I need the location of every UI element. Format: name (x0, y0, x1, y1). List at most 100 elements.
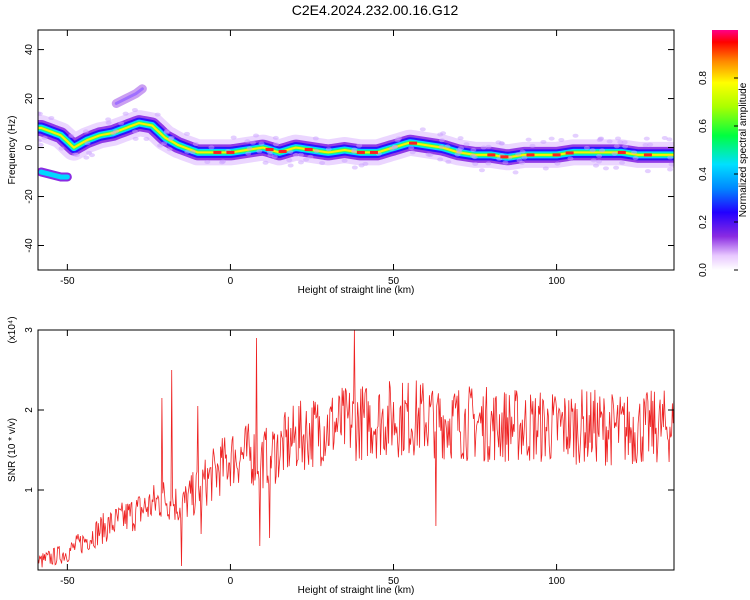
snr-frame (37, 329, 675, 571)
spectral-noise-blob (642, 143, 649, 148)
spectral-noise-blob (230, 135, 237, 140)
snr-y-multiplier: (x10⁴) (7, 316, 18, 343)
secondary-component-core (38, 169, 70, 180)
spectral-noise-blob (444, 144, 451, 149)
spectrogram-x-ticks: -50 0 50 100 (60, 30, 565, 287)
spectral-noise-blob (273, 142, 280, 147)
spectral-noise-blob (529, 143, 536, 148)
spectrogram-panel: -50 0 50 100 -40 -20 0 20 40 Height of straight… (7, 29, 675, 296)
spectral-noise-blob (48, 116, 55, 121)
colorbar-tick-label: 0.8 (698, 71, 709, 85)
spectral-noise-blob (272, 135, 279, 140)
spectral-noise-blob (38, 111, 43, 116)
spectral-noise-blob (621, 140, 628, 145)
spectral-noise-blob (409, 150, 416, 155)
spectral-noise-blob (244, 139, 251, 144)
spectral-noise-blob (118, 121, 125, 126)
spectral-noise-blob (515, 152, 522, 157)
spectrogram-frame (37, 29, 675, 271)
spectral-noise-blob (356, 143, 363, 148)
spectral-noise-blob (220, 159, 227, 164)
spectral-noise-blob (258, 141, 265, 146)
ridge-peak-mark (487, 153, 496, 157)
spectral-noise-blob (132, 129, 139, 134)
spectral-noise-blob (540, 139, 547, 144)
spectral-noise-blob (458, 146, 465, 151)
spectral-noise-blob (313, 149, 320, 154)
spectral-noise-blob (666, 137, 673, 142)
spectral-noise-blob (388, 146, 395, 151)
spectral-noise-blob (525, 137, 532, 142)
spectral-noise-blob (613, 165, 620, 170)
x-tick-label: -50 (60, 276, 75, 287)
snr-marks (38, 330, 674, 568)
spectral-noise-blob (262, 160, 269, 165)
y-tick-label: 2 (24, 407, 35, 413)
spectral-noise-blob (519, 149, 526, 154)
spectral-noise-blob (249, 140, 256, 145)
spectral-noise-blob (297, 152, 304, 157)
x-tick-label: 50 (388, 576, 400, 587)
snr-x-ticks: -50 0 50 100 (60, 330, 565, 587)
spectral-noise-blob (602, 166, 609, 171)
spectral-noise-blob (163, 130, 170, 135)
spectral-noise-blob (622, 144, 629, 149)
ridge-peak-mark (409, 141, 418, 145)
ridge-peak-mark (213, 150, 222, 154)
colorbar-ticks: 0.0 0.2 0.4 0.6 0.8 (698, 71, 738, 277)
spectral-noise-blob (252, 133, 259, 138)
spectral-noise-blob (58, 146, 65, 151)
spectrogram-marks (38, 84, 674, 182)
spectral-noise-blob (596, 153, 603, 158)
spectral-noise-blob (105, 117, 112, 122)
spectral-noise-blob (341, 158, 348, 163)
spectral-noise-blob (154, 112, 161, 117)
spectral-noise-blob (485, 161, 492, 166)
spectral-noise-blob (105, 120, 112, 125)
spectral-noise-blob (292, 153, 299, 158)
spectral-noise-blob (192, 141, 199, 146)
spectral-noise-blob (480, 145, 487, 150)
colorbar-tick-label: 0.2 (698, 215, 709, 229)
spectral-noise-blob (437, 132, 444, 137)
colorbar-tick-label: 0.0 (698, 263, 709, 277)
spectral-noise-blob (38, 138, 42, 143)
spectral-noise-blob (256, 149, 263, 154)
spectral-noise-blob (599, 148, 606, 153)
y-tick-label: 0 (24, 144, 35, 150)
spectrogram-y-label: Frequency (Hz) (7, 116, 18, 185)
y-tick-label: -40 (24, 238, 35, 253)
spectral-noise-blob (647, 142, 654, 147)
spectral-noise-blob (325, 147, 332, 152)
spectral-noise-blob (611, 151, 618, 156)
spectral-noise-blob (521, 155, 528, 160)
colorbar: 0.0 0.2 0.4 0.6 0.8 Normalized spectral ampl… (698, 30, 749, 277)
spectral-noise-blob (287, 163, 294, 168)
spectral-noise-blob (643, 136, 650, 141)
spectral-noise-blob (189, 150, 196, 155)
spectral-noise-blob (184, 149, 191, 154)
spectral-noise-blob (596, 159, 603, 164)
spectral-noise-blob (596, 138, 603, 143)
x-tick-label: 100 (548, 576, 565, 587)
spectral-noise-blob (183, 131, 190, 136)
spectrogram-x-label: Height of straight line (km) (298, 285, 415, 296)
spectral-noise-blob (463, 142, 470, 147)
snr-panel: -50 0 50 100 1 2 3 Height of straight line (k… (7, 316, 675, 596)
spectral-noise-blob (132, 136, 139, 141)
spectral-noise-blob (472, 161, 479, 166)
spectral-noise-blob (84, 141, 91, 146)
ridge-peak-mark (526, 153, 535, 157)
spectral-noise-blob (661, 135, 668, 140)
spectral-noise-blob (351, 149, 358, 154)
spectral-noise-blob (454, 152, 461, 157)
spectral-noise-blob (615, 136, 622, 141)
spectral-noise-blob (567, 156, 574, 161)
secondary-component-core (114, 87, 144, 105)
ridge-peak-mark (500, 155, 509, 159)
x-tick-label: -50 (60, 576, 75, 587)
spectral-noise-blob (408, 145, 415, 150)
spectral-noise-blob (419, 127, 426, 132)
ridge-peak-mark (369, 150, 378, 154)
